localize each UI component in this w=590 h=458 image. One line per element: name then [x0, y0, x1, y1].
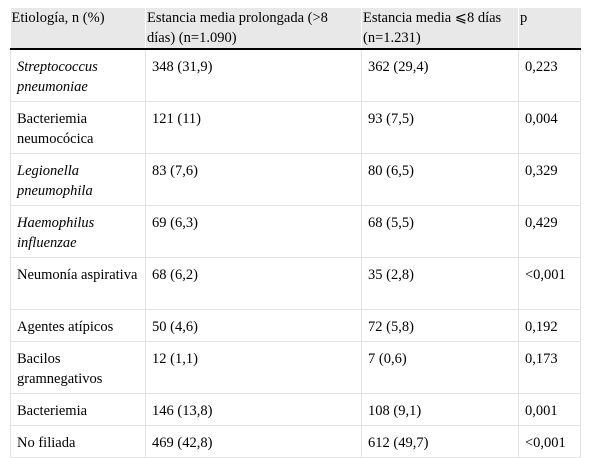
- cell-p-value: <0,001: [518, 257, 581, 310]
- cell-estancia-prolongada: 83 (7,6): [145, 153, 362, 206]
- cell-etiologia: Bacilos gramnegativos: [10, 341, 146, 394]
- cell-estancia-prolongada: 469 (42,8): [145, 425, 362, 458]
- table-header: Etiología, n (%) Estancia media prolonga…: [10, 8, 581, 50]
- header-etiologia: Etiología, n (%): [10, 8, 146, 50]
- cell-etiologia: No filiada: [10, 425, 146, 458]
- table-row: Bacteriemia neumocócica 121 (11) 93 (7,5…: [10, 101, 581, 154]
- header-p-value: p: [518, 8, 581, 50]
- cell-estancia-corta: 72 (5,8): [361, 309, 519, 342]
- table-body: Streptococcus pneumoniae 348 (31,9) 362 …: [10, 49, 581, 458]
- table-row: Bacteriemia 146 (13,8) 108 (9,1) 0,001: [10, 393, 581, 426]
- header-estancia-prolongada: Estancia media prolongada (>8 días) (n=1…: [145, 8, 362, 50]
- header-estancia-corta: Estancia media ⩽8 días (n=1.231): [361, 8, 519, 50]
- table-row: Neumonía aspirativa 68 (6,2) 35 (2,8) <0…: [10, 257, 581, 310]
- cell-p-value: 0,429: [518, 205, 581, 258]
- cell-etiologia: Legionella pneumophila: [10, 153, 146, 206]
- cell-etiologia: Agentes atípicos: [10, 309, 146, 342]
- cell-estancia-corta: 108 (9,1): [361, 393, 519, 426]
- cell-estancia-prolongada: 50 (4,6): [145, 309, 362, 342]
- cell-estancia-prolongada: 348 (31,9): [145, 49, 362, 102]
- cell-estancia-prolongada: 68 (6,2): [145, 257, 362, 310]
- cell-estancia-corta: 612 (49,7): [361, 425, 519, 458]
- cell-p-value: 0,173: [518, 341, 581, 394]
- cell-estancia-prolongada: 121 (11): [145, 101, 362, 154]
- cell-etiologia: Bacteriemia: [10, 393, 146, 426]
- cell-p-value: 0,001: [518, 393, 581, 426]
- cell-estancia-corta: 7 (0,6): [361, 341, 519, 394]
- cell-estancia-corta: 35 (2,8): [361, 257, 519, 310]
- header-row: Etiología, n (%) Estancia media prolonga…: [10, 8, 581, 50]
- cell-estancia-corta: 362 (29,4): [361, 49, 519, 102]
- etiology-table: Etiología, n (%) Estancia media prolonga…: [10, 8, 581, 458]
- table-row: Bacilos gramnegativos 12 (1,1) 7 (0,6) 0…: [10, 341, 581, 394]
- cell-p-value: 0,223: [518, 49, 581, 102]
- cell-estancia-prolongada: 12 (1,1): [145, 341, 362, 394]
- cell-p-value: <0,001: [518, 425, 581, 458]
- cell-estancia-corta: 68 (5,5): [361, 205, 519, 258]
- cell-p-value: 0,329: [518, 153, 581, 206]
- cell-etiologia: Neumonía aspirativa: [10, 257, 146, 310]
- table-row: Streptococcus pneumoniae 348 (31,9) 362 …: [10, 49, 581, 102]
- cell-estancia-corta: 80 (6,5): [361, 153, 519, 206]
- table-row: Legionella pneumophila 83 (7,6) 80 (6,5)…: [10, 153, 581, 206]
- cell-etiologia: Streptococcus pneumoniae: [10, 49, 146, 102]
- cell-estancia-prolongada: 69 (6,3): [145, 205, 362, 258]
- table-row: No filiada 469 (42,8) 612 (49,7) <0,001: [10, 425, 581, 458]
- table-row: Haemophilus influenzae 69 (6,3) 68 (5,5)…: [10, 205, 581, 258]
- cell-p-value: 0,192: [518, 309, 581, 342]
- cell-etiologia: Haemophilus influenzae: [10, 205, 146, 258]
- cell-estancia-corta: 93 (7,5): [361, 101, 519, 154]
- cell-p-value: 0,004: [518, 101, 581, 154]
- cell-etiologia: Bacteriemia neumocócica: [10, 101, 146, 154]
- cell-estancia-prolongada: 146 (13,8): [145, 393, 362, 426]
- table-row: Agentes atípicos 50 (4,6) 72 (5,8) 0,192: [10, 309, 581, 342]
